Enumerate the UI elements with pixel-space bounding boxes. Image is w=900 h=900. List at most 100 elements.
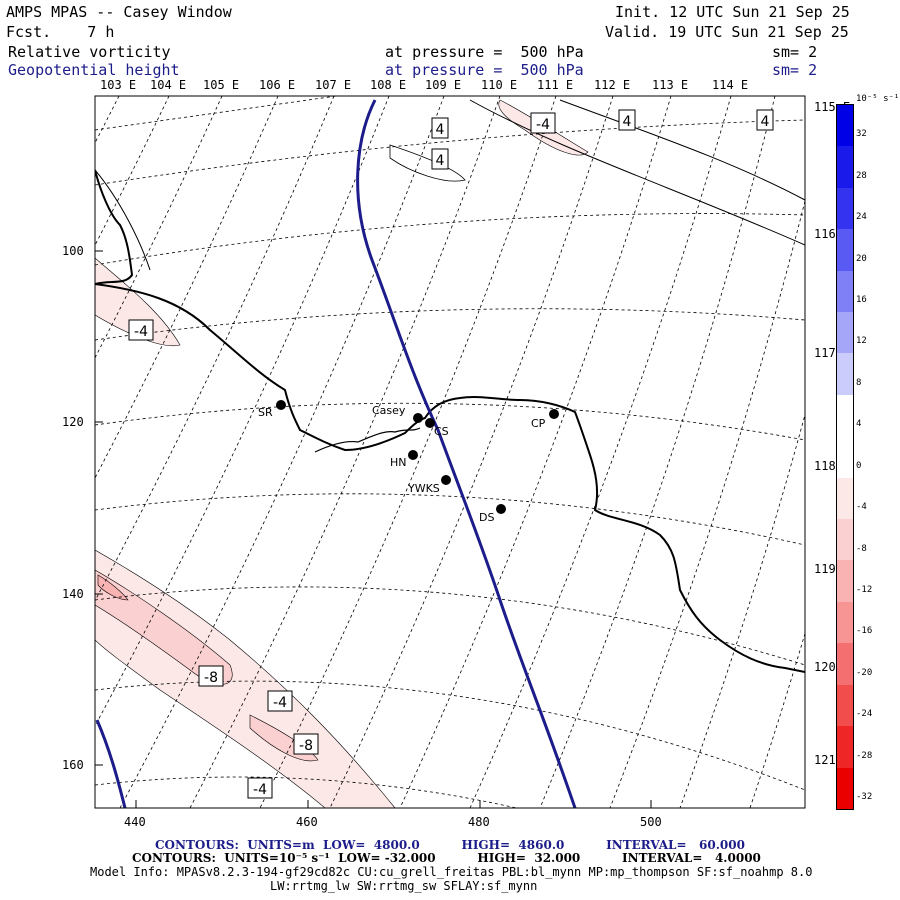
colorbar-label: -8 bbox=[856, 543, 867, 554]
geopotential-contour bbox=[95, 719, 127, 808]
colorbar-label: -24 bbox=[856, 709, 873, 720]
colorbar-label: 24 bbox=[856, 212, 867, 223]
map-area bbox=[95, 96, 805, 808]
field1-name: Relative vorticity bbox=[8, 43, 171, 61]
field1-smoothing: sm= 2 bbox=[772, 43, 818, 61]
top-longitude-label: 107 E bbox=[315, 78, 352, 92]
forecast-hour: Fcst. 7 h bbox=[6, 23, 115, 41]
init-time: Init. 12 UTC Sun 21 Sep 25 bbox=[615, 3, 850, 21]
vorticity-region bbox=[95, 569, 233, 685]
map-frame bbox=[94, 95, 806, 809]
colorbar-segment bbox=[837, 229, 853, 271]
footer-height-contours: CONTOURS: UNITS=m LOW= 4800.0 HIGH= 4860… bbox=[155, 838, 745, 852]
field2-name: Geopotential height bbox=[8, 61, 180, 79]
contour-label-box bbox=[431, 148, 449, 170]
contour-label-box bbox=[431, 117, 449, 139]
colorbar-segment bbox=[837, 767, 853, 809]
field1-level: at pressure = 500 hPa bbox=[385, 43, 584, 61]
colorbar-units: 10⁻⁵ s⁻¹ bbox=[856, 94, 900, 104]
contour-label-box bbox=[267, 690, 293, 712]
colorbar-segment bbox=[837, 105, 853, 147]
contour-label-box bbox=[128, 319, 154, 341]
axis-ticks bbox=[95, 250, 652, 808]
valid-time: Valid. 19 UTC Sun 21 Sep 25 bbox=[605, 23, 849, 41]
x-tick-label: 440 bbox=[124, 815, 146, 829]
colorbar-label: 32 bbox=[856, 129, 867, 140]
contour-label: -4 bbox=[134, 324, 148, 340]
y-tick-label: 140 bbox=[62, 587, 84, 601]
top-longitude-label: 109 E bbox=[425, 78, 462, 92]
contour-label-box bbox=[530, 112, 556, 134]
colorbar-label: -16 bbox=[856, 626, 873, 637]
colorbar-label: -20 bbox=[856, 667, 873, 678]
top-longitude-label: 110 E bbox=[481, 78, 518, 92]
colorbar-segment bbox=[837, 187, 853, 230]
colorbar-label: -12 bbox=[856, 584, 873, 595]
contour-label: -4 bbox=[536, 117, 550, 133]
colorbar-segment bbox=[837, 477, 853, 520]
geopotential-contour bbox=[356, 99, 577, 808]
zero-contours bbox=[95, 99, 805, 271]
colorbar-segment bbox=[837, 394, 853, 437]
contour-label: -8 bbox=[299, 738, 313, 754]
station-marker bbox=[549, 409, 559, 419]
colorbar-segment bbox=[837, 270, 853, 313]
contour-label: -4 bbox=[273, 695, 287, 711]
x-tick-label: 480 bbox=[468, 815, 490, 829]
contour-label: -4 bbox=[253, 782, 267, 798]
colorbar-label: -4 bbox=[856, 502, 867, 513]
footer-physics-info: LW:rrtmg_lw SW:rrtmg_sw SFLAY:sf_mynn bbox=[270, 879, 538, 893]
colorbar-segment bbox=[837, 519, 853, 561]
top-longitude-label: 104 E bbox=[150, 78, 187, 92]
contour-label: 4 bbox=[436, 153, 445, 169]
contour-labels: 4 4 -4 4 4 -4 -8 -4 -8 -4 bbox=[128, 109, 774, 799]
colorbar-label: 20 bbox=[856, 253, 867, 264]
colorbar-segment bbox=[837, 312, 853, 354]
contour-label: 4 bbox=[623, 114, 632, 130]
contour-label-box bbox=[618, 109, 636, 131]
top-longitude-label: 111 E bbox=[537, 78, 574, 92]
x-tick-label: 500 bbox=[640, 815, 662, 829]
colorbar-label: -28 bbox=[856, 750, 873, 761]
vorticity-region bbox=[95, 549, 396, 808]
contour-label-box bbox=[293, 733, 319, 755]
station-label: HN bbox=[390, 456, 407, 469]
colorbar-label: -32 bbox=[856, 792, 873, 802]
station-label: CP bbox=[531, 417, 546, 430]
longitude-lines bbox=[95, 96, 805, 808]
vorticity-contour bbox=[389, 144, 466, 182]
ice-shelf-edge bbox=[314, 427, 421, 453]
contour-label: -8 bbox=[204, 670, 218, 686]
vorticity-region bbox=[95, 257, 181, 347]
station-marker bbox=[413, 413, 423, 423]
colorbar-label: 28 bbox=[856, 170, 867, 181]
colorbar-label: 0 bbox=[856, 460, 862, 471]
footer-model-info: Model Info: MPASv8.2.3-194-gf29cd82c CU:… bbox=[90, 865, 813, 879]
station-label: SR bbox=[258, 406, 273, 419]
colorbar-label: 16 bbox=[856, 295, 867, 306]
contour-label: 4 bbox=[436, 122, 445, 138]
colorbar-segment bbox=[837, 353, 853, 395]
colorbar-label: 8 bbox=[856, 377, 862, 388]
contour-label-box bbox=[247, 777, 273, 799]
station-marker bbox=[496, 504, 506, 514]
vorticity-shading bbox=[95, 99, 589, 808]
colorbar-segment bbox=[837, 146, 853, 188]
y-tick-label: 100 bbox=[62, 244, 84, 258]
top-longitude-label: 103 E bbox=[100, 78, 137, 92]
contour-label-box bbox=[198, 665, 224, 687]
field2-smoothing: sm= 2 bbox=[772, 61, 818, 79]
footer-vorticity-contours: CONTOURS: UNITS=10⁻⁵ s⁻¹ LOW= -32.000 HI… bbox=[132, 851, 761, 865]
station-label: YWKS bbox=[407, 482, 440, 495]
contour-label: 4 bbox=[761, 114, 770, 130]
y-tick-label: 160 bbox=[62, 758, 84, 772]
colorbar-segment bbox=[837, 684, 853, 727]
colorbar-segment bbox=[837, 726, 853, 768]
x-tick-label: 460 bbox=[296, 815, 318, 829]
coastline bbox=[95, 169, 805, 673]
colorbar bbox=[836, 104, 854, 810]
colorbar-segment bbox=[837, 643, 853, 685]
y-tick-label: 120 bbox=[62, 415, 84, 429]
plot-title: AMPS MPAS -- Casey Window bbox=[6, 3, 232, 21]
